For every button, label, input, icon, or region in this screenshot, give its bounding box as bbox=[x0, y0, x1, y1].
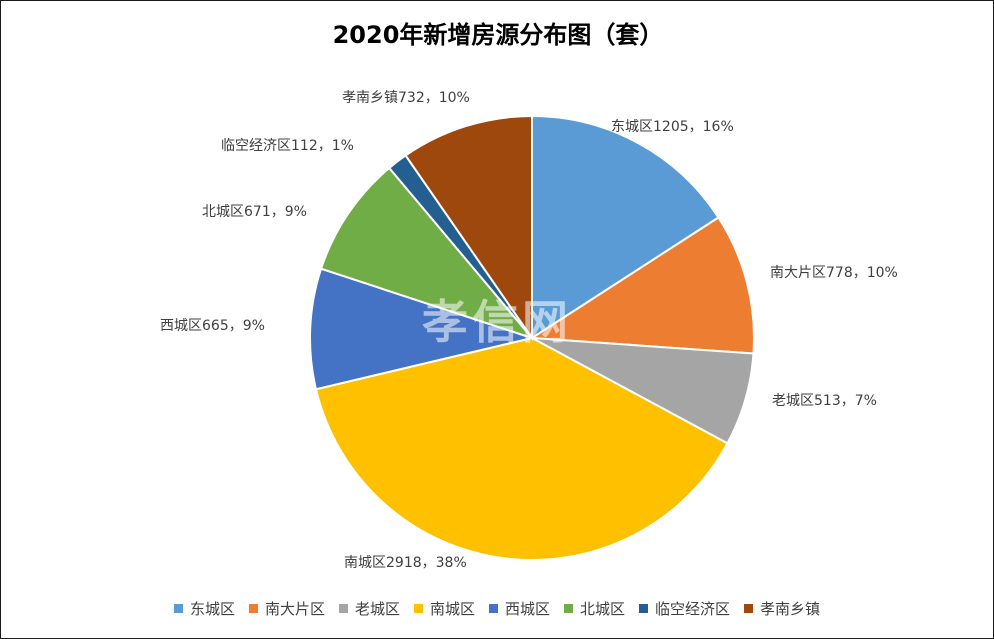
chart-legend: 东城区 南大片区 老城区 南城区 西城区 北城区 临空经济区 孝南乡镇 bbox=[0, 598, 994, 619]
legend-swatch-1 bbox=[248, 604, 258, 613]
data-label-1: 南大片区778，10% bbox=[770, 265, 898, 281]
legend-label-7: 孝南乡镇 bbox=[760, 600, 821, 618]
legend-item-1: 南大片区 bbox=[248, 598, 325, 619]
pie-slice-5 bbox=[319, 166, 536, 341]
legend-label-2: 老城区 bbox=[354, 600, 400, 618]
legend-swatch-0 bbox=[173, 604, 183, 613]
pie-slice-3 bbox=[314, 336, 729, 561]
data-label-4: 西城区665，9% bbox=[160, 318, 265, 334]
legend-swatch-2 bbox=[338, 604, 348, 613]
pie-slice-7 bbox=[404, 114, 533, 342]
legend-item-4: 西城区 bbox=[489, 598, 550, 619]
data-label-3: 南城区2918，38% bbox=[344, 555, 467, 571]
legend-label-6: 临空经济区 bbox=[655, 600, 731, 618]
pie-slice-4 bbox=[309, 267, 536, 391]
legend-item-7: 孝南乡镇 bbox=[744, 598, 820, 619]
legend-item-6: 临空经济区 bbox=[639, 598, 730, 619]
pie-slice-1 bbox=[528, 216, 755, 355]
legend-swatch-3 bbox=[413, 604, 423, 613]
legend-swatch-6 bbox=[639, 604, 649, 613]
legend-label-4: 西城区 bbox=[505, 600, 551, 618]
legend-swatch-7 bbox=[744, 604, 754, 613]
chart-title: 2020年新增房源分布图（套） bbox=[332, 21, 664, 49]
data-label-2: 老城区513，7% bbox=[772, 393, 877, 409]
legend-item-0: 东城区 bbox=[173, 598, 235, 619]
legend-label-0: 东城区 bbox=[189, 600, 235, 618]
pie-slice-0 bbox=[531, 114, 720, 340]
data-label-7: 孝南乡镇732，10% bbox=[342, 90, 470, 106]
legend-swatch-5 bbox=[564, 604, 574, 613]
legend-label-1: 南大片区 bbox=[264, 600, 325, 618]
data-label-5: 北城区671，9% bbox=[202, 204, 307, 220]
legend-swatch-4 bbox=[489, 604, 498, 613]
legend-item-3: 南城区 bbox=[413, 598, 475, 619]
data-label-0: 东城区1205，16% bbox=[611, 119, 734, 135]
legend-label-5: 北城区 bbox=[580, 600, 626, 618]
watermark-text: 孝信网 bbox=[422, 295, 572, 349]
data-label-6: 临空经济区112，1% bbox=[221, 138, 354, 154]
legend-item-5: 北城区 bbox=[564, 598, 625, 619]
legend-label-3: 南城区 bbox=[429, 600, 475, 618]
legend-item-2: 老城区 bbox=[338, 598, 400, 619]
